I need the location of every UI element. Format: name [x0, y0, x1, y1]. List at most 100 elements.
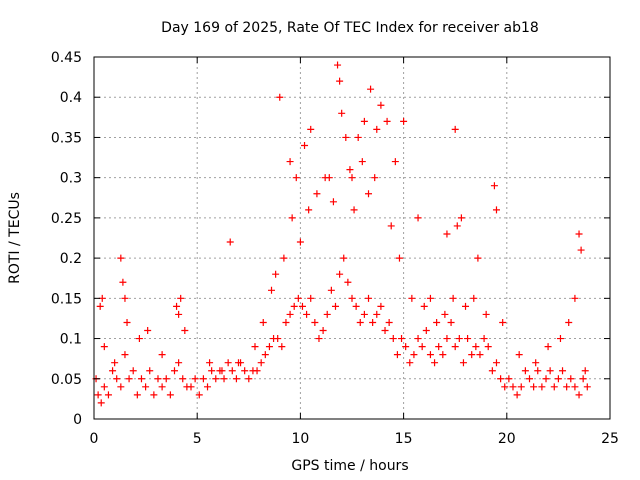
data-point [305, 206, 313, 214]
data-point [443, 335, 451, 343]
data-point [575, 230, 583, 238]
data-point [206, 359, 214, 367]
data-point [497, 375, 505, 383]
data-point [348, 174, 356, 182]
y-tick-label: 0.1 [60, 332, 82, 348]
data-point [451, 125, 459, 133]
data-point [385, 318, 393, 326]
data-point [556, 335, 564, 343]
data-point [472, 343, 480, 351]
data-point [534, 367, 542, 375]
data-point [170, 367, 178, 375]
data-point [381, 327, 389, 335]
data-point [546, 367, 554, 375]
data-point [530, 383, 538, 391]
chart-title: Day 169 of 2025, Rate Of TEC Index for r… [161, 20, 539, 36]
data-point [426, 294, 434, 302]
x-axis-title: GPS time / hours [291, 458, 408, 474]
data-point [451, 343, 459, 351]
data-point [395, 254, 403, 262]
data-point [356, 318, 364, 326]
data-point [212, 375, 220, 383]
data-point [563, 383, 571, 391]
data-point [365, 190, 373, 198]
data-point [431, 359, 439, 367]
data-point [175, 310, 183, 318]
data-point [259, 318, 267, 326]
data-point [241, 367, 249, 375]
data-point [468, 351, 476, 359]
data-point [449, 294, 457, 302]
data-point [492, 206, 500, 214]
data-point [474, 254, 482, 262]
data-point [100, 383, 108, 391]
data-point [459, 359, 467, 367]
data-point [94, 391, 102, 399]
data-point [301, 141, 309, 149]
plot-frame [93, 56, 611, 420]
data-point [542, 375, 550, 383]
data-point [129, 367, 137, 375]
y-tick-label: 0.2 [60, 251, 82, 267]
data-point [418, 343, 426, 351]
data-point [220, 375, 228, 383]
data-point [288, 214, 296, 222]
data-point [311, 318, 319, 326]
data-point [373, 125, 381, 133]
data-point [360, 310, 368, 318]
y-tick-label: 0.3 [60, 171, 82, 187]
data-point [100, 343, 108, 351]
data-point [505, 375, 513, 383]
data-point [377, 101, 385, 109]
data-point [581, 367, 589, 375]
data-point [559, 367, 567, 375]
data-point [123, 318, 131, 326]
data-point [389, 335, 397, 343]
data-point [191, 375, 199, 383]
data-point [515, 351, 523, 359]
data-point [175, 359, 183, 367]
data-point [476, 351, 484, 359]
data-point [97, 399, 105, 407]
y-tick-label: 0.35 [51, 130, 82, 146]
data-point [181, 327, 189, 335]
data-point [583, 383, 591, 391]
data-point [146, 367, 154, 375]
data-point [133, 391, 141, 399]
data-point [268, 286, 276, 294]
data-point [344, 278, 352, 286]
x-tick-label: 15 [395, 431, 413, 447]
y-tick-label: 0 [73, 412, 82, 428]
data-point [162, 375, 170, 383]
data-point [228, 367, 236, 375]
data-point [462, 302, 470, 310]
data-point [195, 391, 203, 399]
data-point [571, 294, 579, 302]
data-point [470, 294, 478, 302]
data-point [410, 351, 418, 359]
data-point [119, 278, 127, 286]
data-point [369, 318, 377, 326]
data-point [435, 343, 443, 351]
x-tick-label: 25 [601, 431, 619, 447]
data-point [484, 343, 492, 351]
data-point [298, 302, 306, 310]
data-point [135, 335, 143, 343]
data-point [387, 222, 395, 230]
data-point [286, 310, 294, 318]
data-point [282, 318, 290, 326]
data-point [464, 335, 472, 343]
data-point [340, 254, 348, 262]
data-point [391, 158, 399, 166]
data-point [408, 294, 416, 302]
data-point [325, 174, 333, 182]
data-point [550, 383, 558, 391]
data-point [303, 310, 311, 318]
data-point [501, 383, 509, 391]
data-point [296, 238, 304, 246]
data-point [173, 302, 181, 310]
data-point [142, 383, 150, 391]
data-point [265, 343, 273, 351]
data-point [111, 359, 119, 367]
